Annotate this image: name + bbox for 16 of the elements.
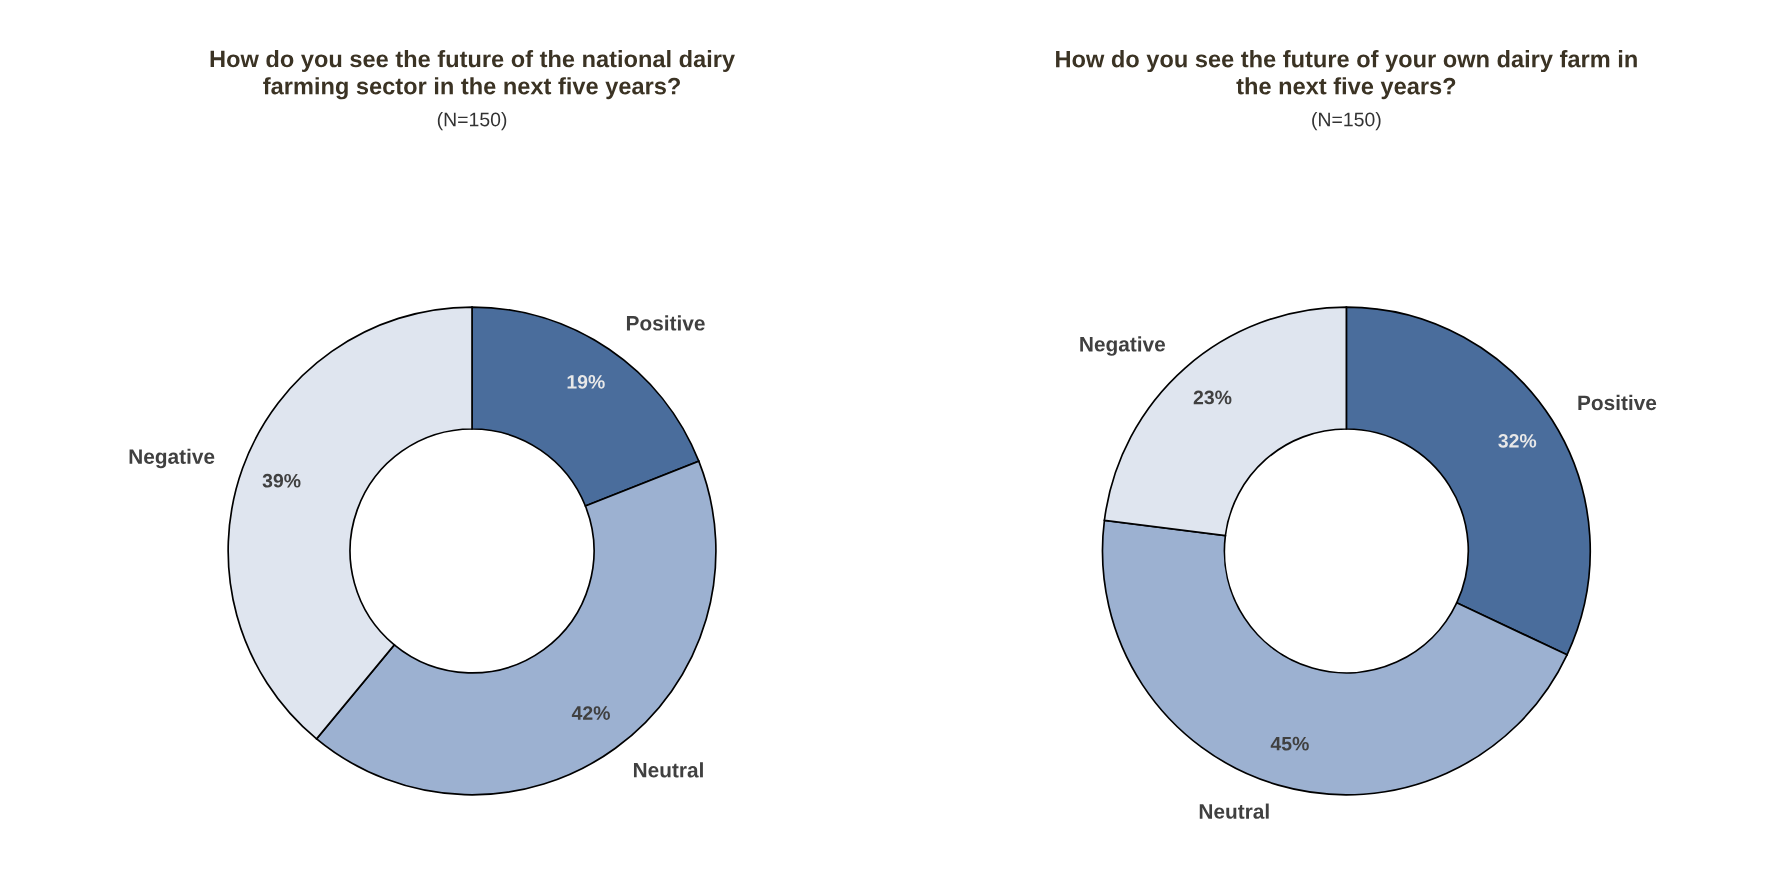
slice-label: Positive — [626, 315, 705, 331]
data-label: 45% — [1270, 736, 1309, 751]
slice-label: Neutral — [633, 762, 703, 778]
chart-subtitle: (N=150) — [437, 112, 507, 131]
slice-label: Neutral — [1199, 803, 1269, 819]
data-label: 39% — [262, 473, 301, 488]
chart-title: How do you see the future of your own dairy farm in the next five years? — [1056, 50, 1637, 100]
data-label: 19% — [567, 374, 605, 389]
slice-label: Negative — [129, 448, 215, 469]
data-label: 42% — [571, 706, 610, 720]
data-label: 32% — [1498, 433, 1537, 448]
slice-label: Positive — [1578, 394, 1657, 411]
chart-subtitle: (N=150) — [1312, 112, 1381, 131]
chart-title: How do you see the future of the national dairy farming sector in the next five years? — [210, 50, 735, 100]
slice-label: Negative — [1080, 336, 1166, 356]
data-label: 23% — [1193, 390, 1232, 405]
